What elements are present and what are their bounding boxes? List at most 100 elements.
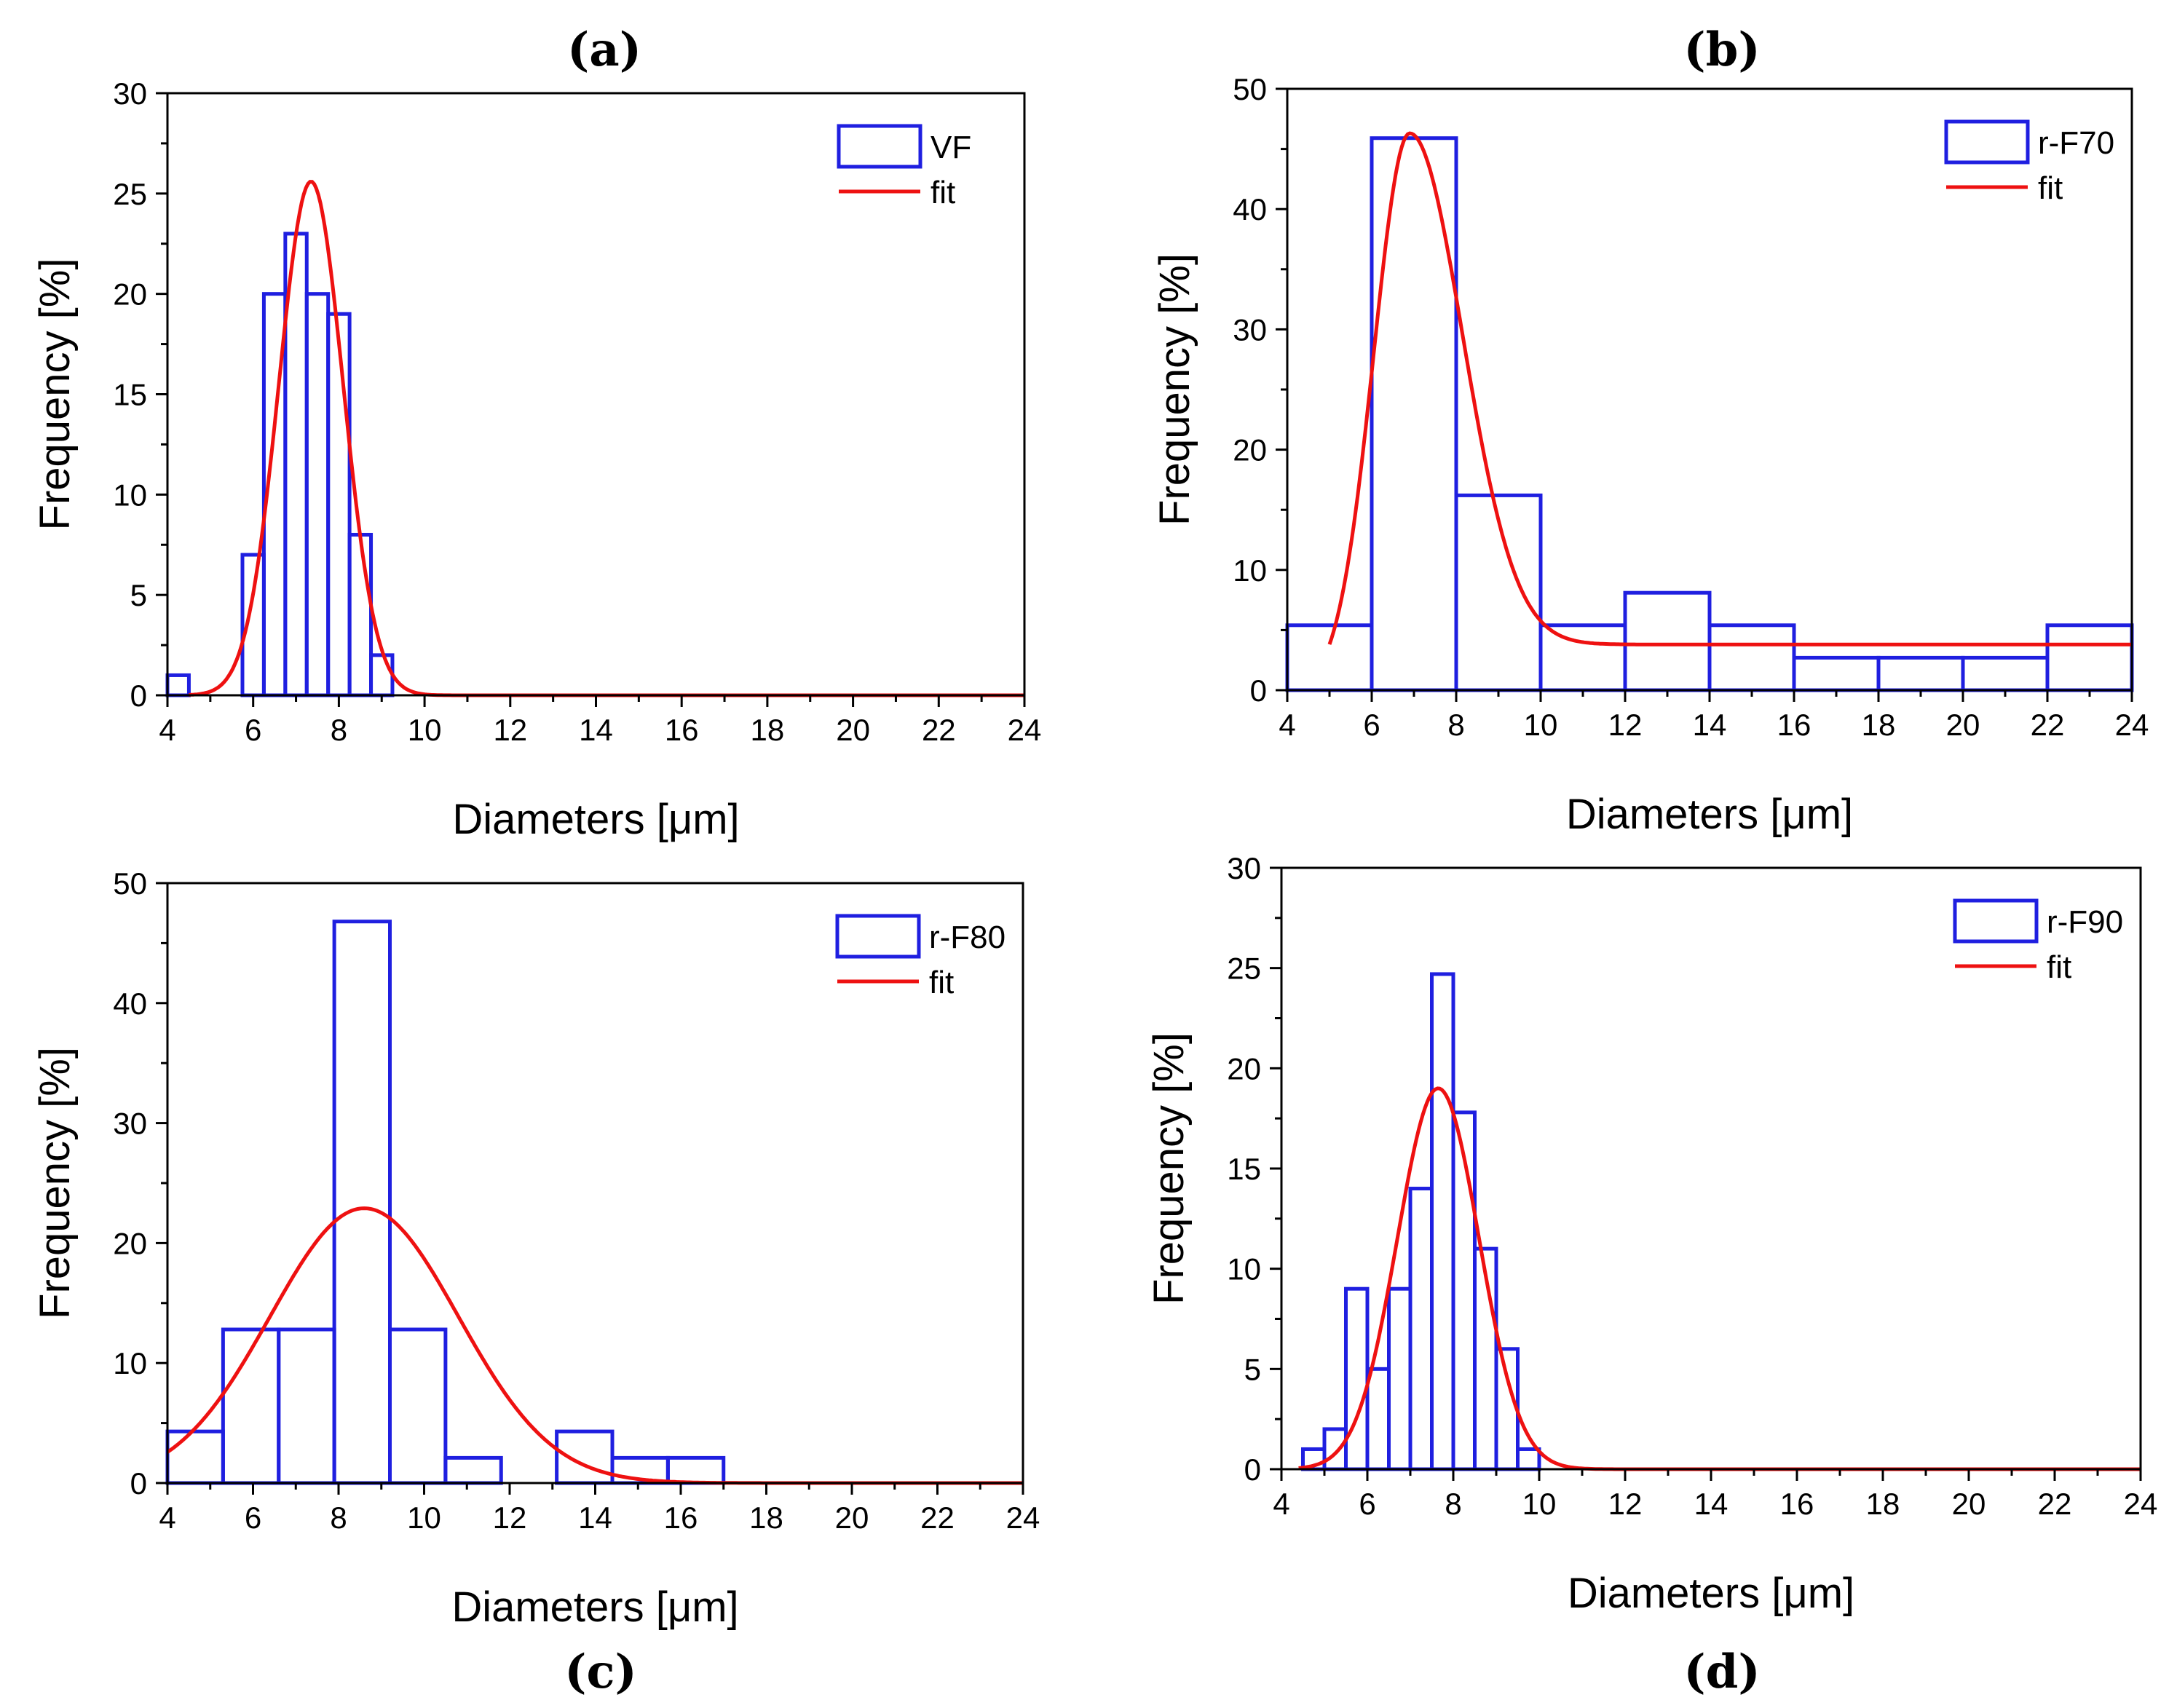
x-tick-label: 22 bbox=[920, 1501, 955, 1535]
panel-label: (c) bbox=[564, 1645, 637, 1699]
chart-panel-4: (d) 4 6 8 10 12 14 16 18 20 22 24 0 5 10 15 20 25 30 Diamet… bbox=[1145, 851, 2157, 1699]
x-tick-label: 12 bbox=[1608, 708, 1643, 742]
histogram-bar bbox=[1285, 623, 1374, 692]
y-tick-label: 25 bbox=[113, 177, 147, 211]
x-tick-label: 20 bbox=[835, 1501, 869, 1535]
x-tick-label: 20 bbox=[1952, 1487, 1986, 1521]
histogram-bar bbox=[2045, 623, 2134, 692]
y-tick-label: 15 bbox=[113, 378, 147, 412]
x-tick-label: 8 bbox=[1447, 708, 1464, 742]
y-tick-label: 10 bbox=[1227, 1252, 1261, 1286]
x-tick-label: 20 bbox=[1946, 708, 1980, 742]
legend-label-fit: fit bbox=[931, 175, 955, 210]
legend-label-histogram: VF bbox=[931, 130, 971, 165]
histogram-bar bbox=[1623, 590, 1712, 692]
histogram-bar bbox=[1344, 1286, 1370, 1471]
chart-panel-3: (c) 4 6 8 10 12 14 16 18 20 22 24 0 10 20 30 40 50 Diamete… bbox=[31, 866, 1040, 1699]
y-tick-label: 5 bbox=[1244, 1352, 1261, 1386]
x-tick-label: 8 bbox=[1445, 1487, 1461, 1521]
x-tick-label: 4 bbox=[159, 713, 175, 747]
legend-label-histogram: r-F70 bbox=[2038, 125, 2114, 161]
histogram-bar bbox=[1538, 623, 1627, 692]
y-tick-label: 10 bbox=[1233, 553, 1267, 588]
histogram-bar bbox=[347, 532, 374, 697]
x-tick-label: 14 bbox=[578, 1501, 612, 1535]
x-tick-label: 14 bbox=[1693, 708, 1727, 742]
histogram-bar bbox=[1961, 655, 2050, 692]
x-tick-label: 6 bbox=[1359, 1487, 1375, 1521]
x-tick-label: 12 bbox=[493, 713, 527, 747]
fit-curve bbox=[189, 180, 1024, 697]
y-tick-label: 30 bbox=[113, 1107, 147, 1141]
panel-label: (d) bbox=[1683, 1645, 1760, 1699]
x-tick-label: 10 bbox=[408, 713, 442, 747]
histogram-bar bbox=[1322, 1427, 1348, 1471]
x-tick-label: 14 bbox=[1694, 1487, 1728, 1521]
x-tick-label: 22 bbox=[2038, 1487, 2072, 1521]
y-tick-label: 30 bbox=[1227, 851, 1261, 885]
x-axis-title: Diameters [μm] bbox=[1566, 791, 1853, 838]
y-axis-title: Frequency [%] bbox=[1151, 253, 1198, 526]
histogram-bar bbox=[1876, 655, 1965, 692]
histogram-bar bbox=[1494, 1347, 1520, 1471]
x-tick-label: 14 bbox=[579, 713, 613, 747]
y-tick-label: 20 bbox=[1233, 433, 1267, 467]
x-tick-label: 8 bbox=[330, 1501, 347, 1535]
x-tick-label: 6 bbox=[245, 1501, 261, 1535]
histogram-bar bbox=[165, 673, 191, 697]
y-tick-label: 30 bbox=[113, 76, 147, 111]
legend-swatch-histogram bbox=[1953, 898, 2039, 944]
y-tick-label: 0 bbox=[1250, 673, 1267, 708]
legend-label-histogram: r-F80 bbox=[929, 920, 1005, 955]
y-tick-label: 10 bbox=[113, 478, 147, 512]
x-tick-label: 18 bbox=[1862, 708, 1896, 742]
plot-frame bbox=[166, 882, 1024, 1484]
fit-curve bbox=[1327, 131, 2132, 647]
panel-label: (b) bbox=[1683, 23, 1760, 77]
histogram-bar bbox=[443, 1455, 503, 1485]
x-tick-label: 24 bbox=[1008, 713, 1042, 747]
x-tick-label: 16 bbox=[664, 1501, 698, 1535]
histogram-bar bbox=[369, 653, 395, 697]
fit-curve bbox=[166, 1206, 1023, 1485]
histogram-bar bbox=[326, 312, 352, 697]
x-tick-label: 12 bbox=[493, 1501, 527, 1535]
panel-label: (a) bbox=[567, 23, 641, 77]
histogram-bar bbox=[332, 920, 392, 1485]
x-tick-label: 12 bbox=[1608, 1487, 1643, 1521]
x-axis-title: Diameters [μm] bbox=[452, 796, 739, 843]
x-tick-label: 16 bbox=[665, 713, 699, 747]
legend-swatch-histogram bbox=[1944, 119, 2030, 165]
x-tick-label: 6 bbox=[1363, 708, 1380, 742]
histogram-bar bbox=[277, 1327, 336, 1485]
y-tick-label: 15 bbox=[1227, 1152, 1261, 1186]
x-tick-label: 16 bbox=[1780, 1487, 1814, 1521]
y-tick-label: 20 bbox=[1227, 1051, 1261, 1086]
x-tick-label: 18 bbox=[751, 713, 785, 747]
legend-swatch-histogram bbox=[837, 124, 922, 169]
fit-curve bbox=[1298, 1086, 2141, 1471]
histogram-bar bbox=[1516, 1447, 1541, 1471]
legend-label-histogram: r-F90 bbox=[2047, 904, 2123, 940]
legend-label-fit: fit bbox=[2038, 170, 2063, 206]
x-tick-label: 18 bbox=[1866, 1487, 1900, 1521]
x-tick-label: 22 bbox=[922, 713, 956, 747]
chart-panel-2: (b) 4 6 8 10 12 14 16 18 20 22 24 0 10 20 30 40 50 Diamete… bbox=[1151, 23, 2149, 838]
legend-label-fit: fit bbox=[929, 965, 954, 1000]
x-tick-label: 10 bbox=[1522, 1487, 1557, 1521]
histogram-bar bbox=[1365, 1367, 1391, 1471]
y-axis-title: Frequency [%] bbox=[1145, 1032, 1193, 1305]
y-tick-label: 20 bbox=[113, 1226, 147, 1260]
x-tick-label: 6 bbox=[245, 713, 261, 747]
y-tick-label: 0 bbox=[130, 679, 147, 713]
y-tick-label: 50 bbox=[1233, 72, 1267, 106]
x-tick-label: 24 bbox=[2115, 708, 2149, 742]
y-tick-label: 0 bbox=[1244, 1452, 1261, 1487]
x-tick-label: 24 bbox=[1006, 1501, 1040, 1535]
x-tick-label: 4 bbox=[1273, 1487, 1289, 1521]
x-tick-label: 4 bbox=[1279, 708, 1295, 742]
histogram-bar bbox=[1792, 655, 1881, 692]
x-tick-label: 10 bbox=[1524, 708, 1558, 742]
x-tick-label: 8 bbox=[331, 713, 347, 747]
